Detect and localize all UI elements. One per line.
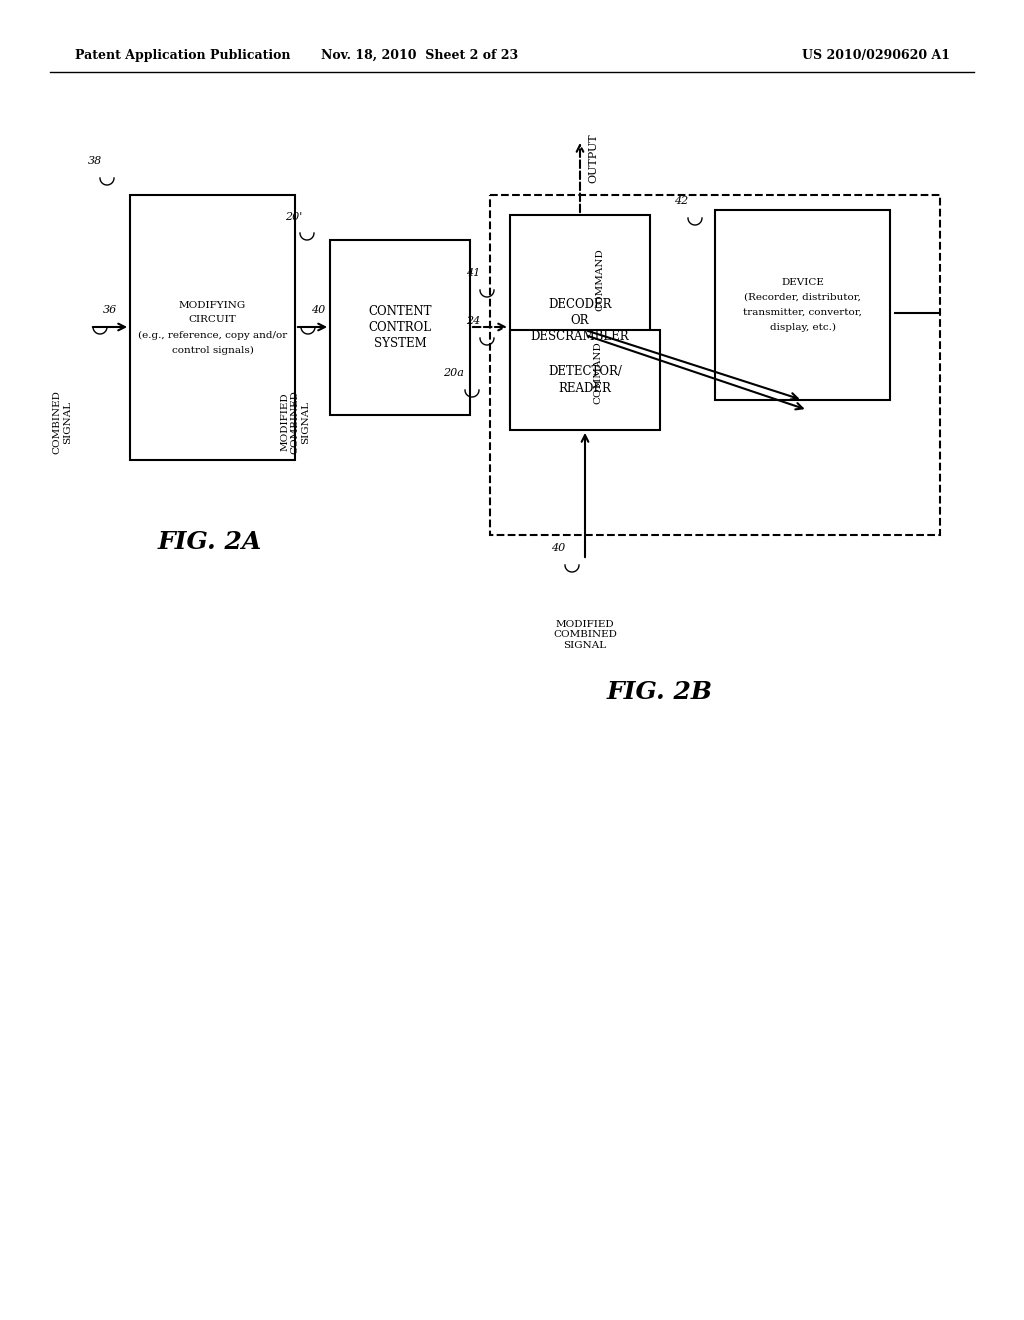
- Text: READER: READER: [558, 381, 611, 395]
- Bar: [130, 195, 295, 459]
- Text: 38: 38: [88, 156, 102, 166]
- Bar: [510, 215, 650, 425]
- Text: DEVICE: DEVICE: [781, 279, 824, 286]
- Text: 24: 24: [466, 315, 480, 326]
- Text: FIG. 2A: FIG. 2A: [158, 531, 262, 554]
- Text: COMBINED
SIGNAL: COMBINED SIGNAL: [52, 389, 72, 454]
- Text: control signals): control signals): [172, 346, 253, 355]
- Text: 40: 40: [311, 305, 326, 315]
- Text: display, etc.): display, etc.): [769, 323, 836, 333]
- Text: 36: 36: [103, 305, 118, 315]
- Text: OUTPUT: OUTPUT: [588, 133, 598, 182]
- Text: CONTENT: CONTENT: [369, 305, 432, 318]
- Bar: [510, 330, 660, 430]
- Text: transmitter, convertor,: transmitter, convertor,: [743, 308, 862, 317]
- Text: (Recorder, distributor,: (Recorder, distributor,: [744, 293, 861, 302]
- Text: COMMAND: COMMAND: [595, 248, 604, 312]
- Text: COMMAND: COMMAND: [593, 341, 602, 404]
- Text: 40: 40: [551, 543, 565, 553]
- Text: 20': 20': [285, 213, 302, 222]
- Text: MODIFIED
COMBINED
SIGNAL: MODIFIED COMBINED SIGNAL: [553, 620, 616, 649]
- Text: 42: 42: [674, 195, 688, 206]
- Text: 20a: 20a: [443, 368, 464, 378]
- Text: Nov. 18, 2010  Sheet 2 of 23: Nov. 18, 2010 Sheet 2 of 23: [322, 49, 518, 62]
- Text: CONTROL: CONTROL: [369, 321, 431, 334]
- Text: FIG. 2B: FIG. 2B: [607, 680, 713, 704]
- Bar: [715, 210, 890, 400]
- Text: CIRCUIT: CIRCUIT: [188, 315, 237, 325]
- Text: (e.g., reference, copy and/or: (e.g., reference, copy and/or: [138, 330, 287, 339]
- Text: MODIFYING: MODIFYING: [179, 301, 246, 309]
- Text: DETECTOR/: DETECTOR/: [548, 366, 622, 379]
- Text: OR: OR: [570, 314, 589, 326]
- Text: MODIFIED
COMBINED
SIGNAL: MODIFIED COMBINED SIGNAL: [281, 389, 310, 454]
- Text: 41: 41: [466, 268, 480, 279]
- Text: US 2010/0290620 A1: US 2010/0290620 A1: [802, 49, 950, 62]
- Bar: [490, 195, 940, 535]
- Text: SYSTEM: SYSTEM: [374, 337, 426, 350]
- Text: Patent Application Publication: Patent Application Publication: [75, 49, 291, 62]
- Bar: [330, 240, 470, 414]
- Text: DECODER: DECODER: [548, 297, 611, 310]
- Text: DESCRAMBLER: DESCRAMBLER: [530, 330, 630, 342]
